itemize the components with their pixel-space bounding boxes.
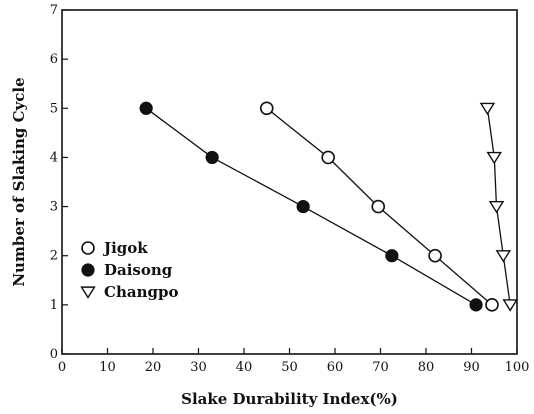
data-point-changpo bbox=[495, 250, 512, 263]
y-tick-label: 5 bbox=[50, 101, 58, 116]
series-changpo bbox=[479, 102, 518, 312]
x-tick-label: 90 bbox=[463, 360, 480, 375]
data-point-jigok bbox=[485, 298, 499, 312]
data-point-jigok bbox=[321, 150, 335, 165]
y-tick-label: 2 bbox=[50, 249, 58, 264]
y-tick-label: 7 bbox=[50, 3, 58, 18]
x-tick-label: 30 bbox=[190, 360, 207, 375]
x-tick-label: 60 bbox=[327, 360, 344, 375]
y-tick-label: 0 bbox=[50, 347, 58, 362]
legend: Jigok Daisong Changpo bbox=[80, 239, 178, 301]
x-tick-label: 80 bbox=[418, 360, 435, 375]
data-point-jigok bbox=[428, 248, 442, 263]
y-tick-label: 3 bbox=[50, 200, 58, 215]
y-tick-label: 6 bbox=[50, 52, 58, 67]
series-line-daisong bbox=[145, 107, 477, 306]
x-tick-label: 10 bbox=[99, 360, 116, 375]
data-point-changpo bbox=[486, 151, 503, 165]
data-point-daisong bbox=[205, 150, 219, 165]
data-point-changpo bbox=[502, 299, 518, 312]
data-point-changpo bbox=[488, 200, 505, 214]
x-axis-ticks: 0 10 20 30 40 50 60 70 80 90 100 bbox=[58, 348, 530, 375]
data-point-daisong bbox=[469, 298, 483, 312]
series-daisong bbox=[139, 101, 483, 312]
legend-marker-changpo bbox=[80, 286, 96, 299]
data-point-jigok bbox=[259, 101, 274, 116]
data-point-jigok bbox=[371, 199, 386, 214]
x-tick-label: 70 bbox=[372, 360, 389, 375]
x-axis-title: Slake Durability Index(%) bbox=[181, 390, 398, 408]
data-point-daisong bbox=[385, 249, 399, 263]
y-tick-label: 4 bbox=[50, 150, 58, 165]
x-tick-label: 20 bbox=[145, 360, 162, 375]
data-point-changpo bbox=[479, 102, 496, 116]
x-tick-label: 0 bbox=[58, 360, 66, 375]
y-axis-title: Number of Slaking Cycle bbox=[10, 77, 28, 286]
series-layer bbox=[139, 101, 518, 312]
series-jigok bbox=[259, 101, 499, 312]
y-tick-label: 1 bbox=[50, 298, 58, 313]
legend-label-jigok: Jigok bbox=[102, 239, 148, 257]
data-point-daisong bbox=[296, 199, 310, 214]
x-tick-label: 50 bbox=[281, 360, 298, 375]
legend-label-changpo: Changpo bbox=[104, 283, 178, 301]
data-point-daisong bbox=[139, 101, 153, 115]
plot-frame bbox=[61, 9, 518, 355]
x-tick-label: 40 bbox=[236, 360, 253, 375]
plot-border bbox=[61, 9, 518, 355]
legend-label-daisong: Daisong bbox=[104, 261, 173, 279]
y-axis-ticks: 0 1 2 3 4 5 6 7 bbox=[50, 3, 68, 362]
legend-marker-daisong bbox=[81, 263, 95, 277]
legend-marker-jigok bbox=[81, 241, 95, 255]
x-tick-label: 100 bbox=[505, 360, 530, 375]
